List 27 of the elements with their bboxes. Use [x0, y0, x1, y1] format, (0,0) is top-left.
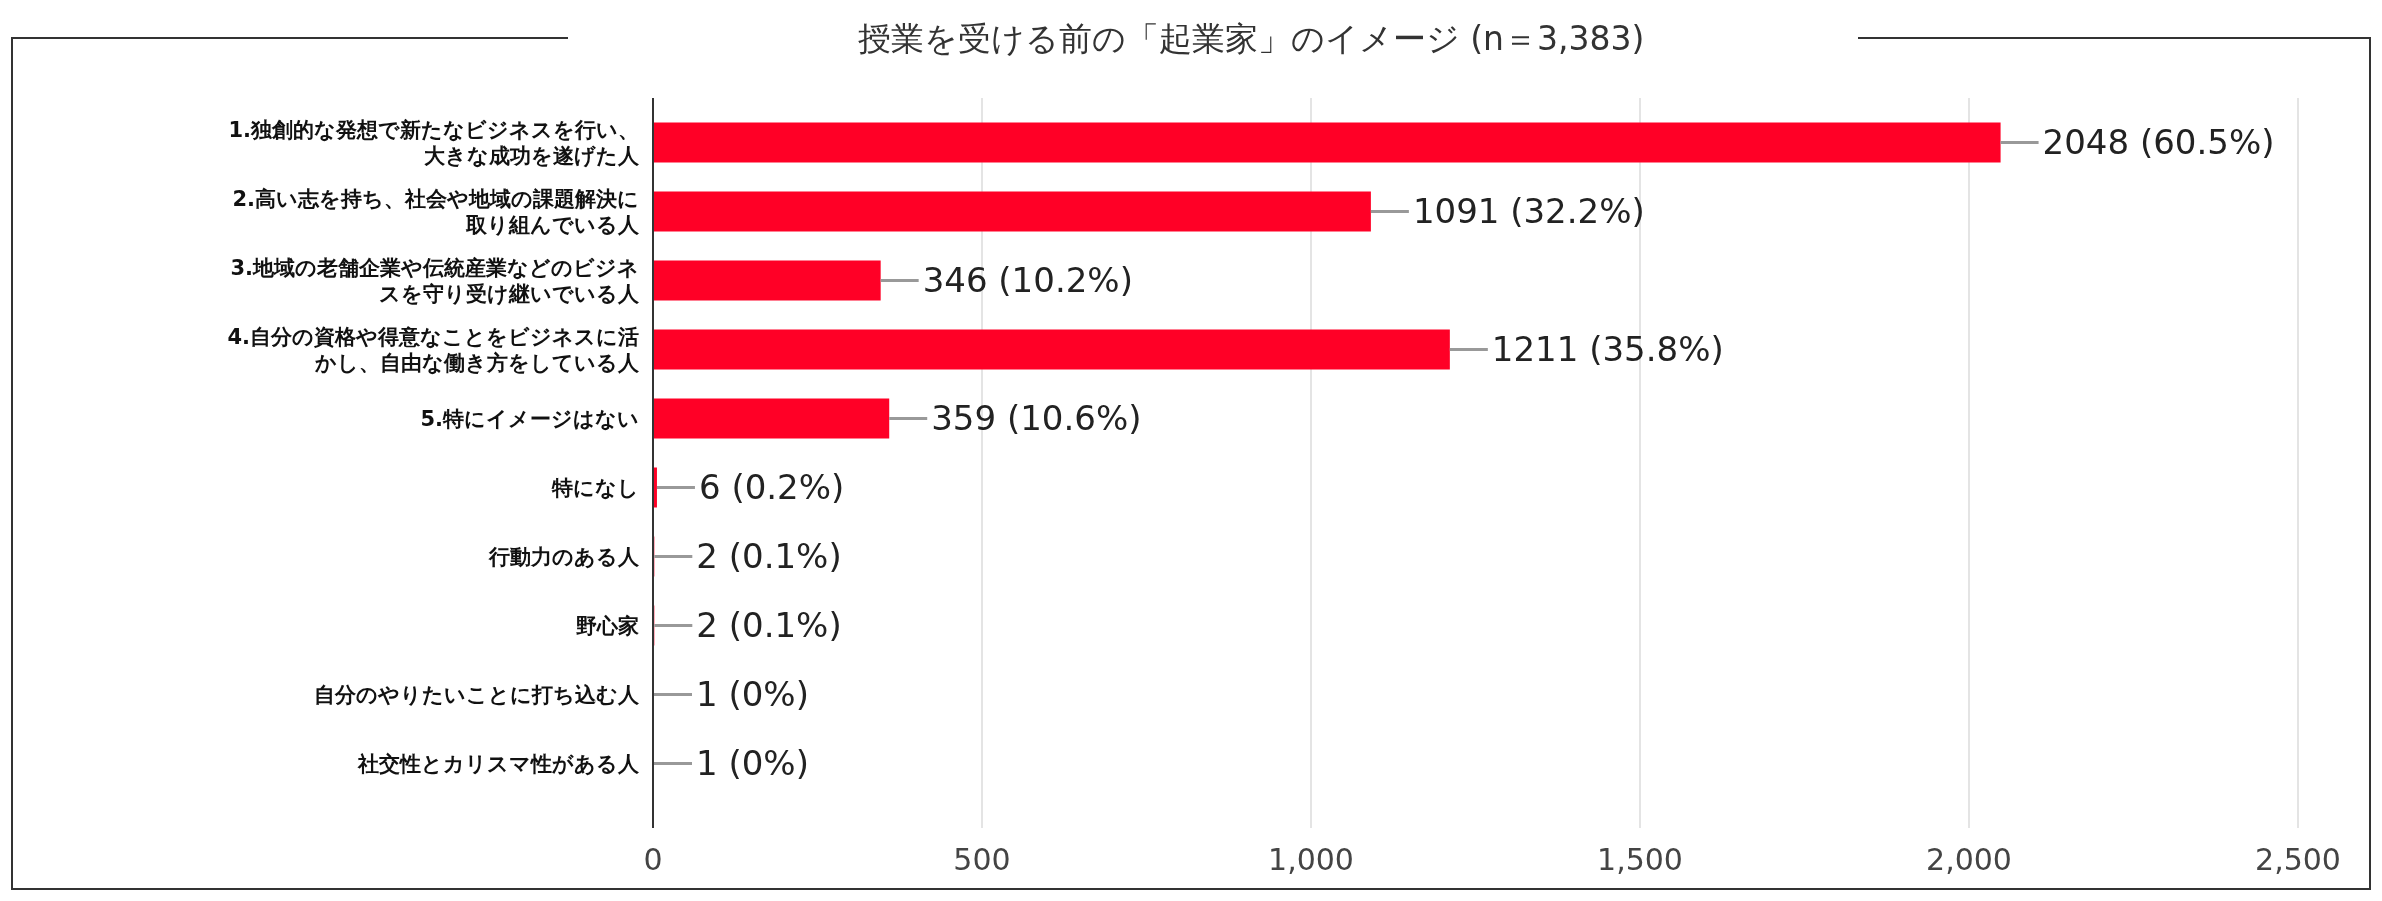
data-label: 6 (0.2%) [698, 467, 845, 508]
data-label: 2 (0.1%) [696, 536, 842, 577]
data-label: 346 (10.2%) [922, 260, 1133, 301]
data-label: 1211 (35.8%) [1491, 329, 1724, 370]
data-label: 1 (0%) [696, 674, 809, 715]
x-tick-label: 500 [953, 842, 1011, 877]
chart-title: 授業を受ける前の「起業家」のイメージ (n＝3,383) [857, 18, 1645, 58]
y-tick-label: 社交性とカリスマ性がある人 [357, 751, 640, 776]
data-label: 2 (0.1%) [696, 605, 842, 646]
x-tick-label: 1,000 [1268, 842, 1354, 877]
data-label: 2048 (60.5%) [2042, 122, 2275, 163]
y-tick-label: 1.独創的な発想で新たなビジネスを行い、大きな成功を遂げた人 [228, 117, 640, 168]
y-tick-label: 3.地域の老舗企業や伝統産業などのビジネスを守り受け継いでいる人 [230, 255, 640, 306]
x-tick-label: 0 [643, 842, 663, 877]
x-tick-label: 2,500 [2255, 842, 2341, 877]
x-tick-label: 1,500 [1597, 842, 1683, 877]
x-tick-label: 2,000 [1926, 842, 2012, 877]
y-tick-label: 2.高い志を持ち、社会や地域の課題解決に取り組んでいる人 [232, 186, 640, 237]
y-tick-label: 4.自分の資格や得意なことをビジネスに活かし、自由な働き方をしている人 [227, 324, 640, 375]
y-tick-label: 5.特にイメージはない [420, 406, 639, 431]
y-tick-label: 特になし [551, 475, 639, 500]
data-label: 1091 (32.2%) [1412, 191, 1645, 232]
y-tick-label: 自分のやりたいことに打ち込む人 [314, 682, 640, 707]
y-tick-label: 行動力のある人 [488, 544, 640, 569]
data-label: 359 (10.6%) [931, 398, 1142, 439]
data-label: 1 (0%) [696, 743, 809, 784]
y-tick-label: 野心家 [576, 613, 639, 638]
